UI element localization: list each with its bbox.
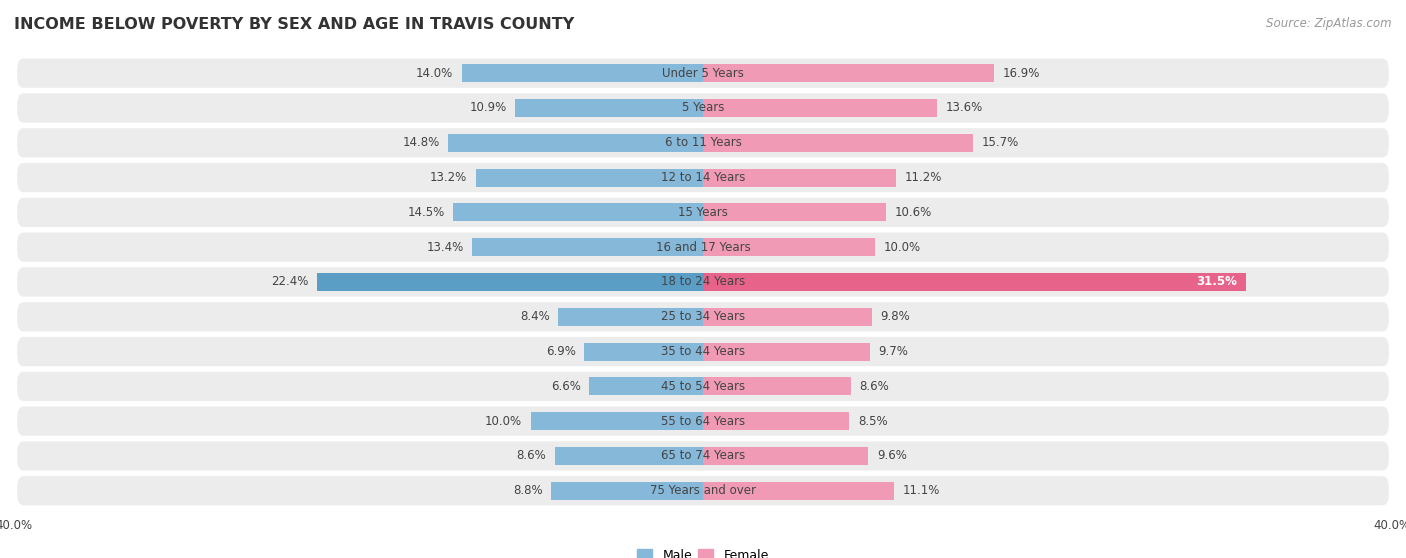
Bar bbox=[461, 64, 703, 82]
Bar bbox=[475, 169, 703, 186]
Bar bbox=[703, 343, 870, 360]
FancyBboxPatch shape bbox=[17, 337, 1389, 366]
Text: 10.6%: 10.6% bbox=[894, 206, 931, 219]
Text: 6.9%: 6.9% bbox=[546, 345, 575, 358]
Bar bbox=[472, 238, 703, 256]
Bar bbox=[449, 134, 703, 152]
Text: 8.6%: 8.6% bbox=[859, 380, 890, 393]
Text: 35 to 44 Years: 35 to 44 Years bbox=[661, 345, 745, 358]
Bar bbox=[703, 64, 994, 82]
Bar bbox=[318, 273, 703, 291]
Text: 8.8%: 8.8% bbox=[513, 484, 543, 497]
Text: 8.4%: 8.4% bbox=[520, 310, 550, 323]
Bar bbox=[703, 169, 896, 186]
Text: 22.4%: 22.4% bbox=[271, 276, 308, 288]
Bar bbox=[703, 203, 886, 222]
Bar bbox=[703, 482, 894, 500]
Text: 6.6%: 6.6% bbox=[551, 380, 581, 393]
Bar bbox=[703, 412, 849, 430]
Bar bbox=[589, 377, 703, 396]
FancyBboxPatch shape bbox=[17, 441, 1389, 470]
Text: 11.1%: 11.1% bbox=[903, 484, 941, 497]
Bar bbox=[583, 343, 703, 360]
Text: Source: ZipAtlas.com: Source: ZipAtlas.com bbox=[1267, 17, 1392, 30]
Text: 31.5%: 31.5% bbox=[1197, 276, 1237, 288]
FancyBboxPatch shape bbox=[17, 476, 1389, 506]
FancyBboxPatch shape bbox=[17, 163, 1389, 192]
Bar bbox=[531, 412, 703, 430]
Text: 8.5%: 8.5% bbox=[858, 415, 887, 427]
Text: 18 to 24 Years: 18 to 24 Years bbox=[661, 276, 745, 288]
Text: 5 Years: 5 Years bbox=[682, 102, 724, 114]
Bar bbox=[551, 482, 703, 500]
FancyBboxPatch shape bbox=[17, 59, 1389, 88]
Text: 14.8%: 14.8% bbox=[402, 136, 440, 150]
Text: 25 to 34 Years: 25 to 34 Years bbox=[661, 310, 745, 323]
Bar bbox=[703, 238, 875, 256]
Text: 15.7%: 15.7% bbox=[981, 136, 1019, 150]
Text: 10.0%: 10.0% bbox=[884, 240, 921, 254]
Text: 9.6%: 9.6% bbox=[877, 449, 907, 463]
Text: 8.6%: 8.6% bbox=[516, 449, 547, 463]
Text: 14.0%: 14.0% bbox=[416, 67, 453, 80]
Text: 16.9%: 16.9% bbox=[1002, 67, 1040, 80]
Text: 9.7%: 9.7% bbox=[879, 345, 908, 358]
Text: 10.9%: 10.9% bbox=[470, 102, 506, 114]
Text: 9.8%: 9.8% bbox=[880, 310, 910, 323]
FancyBboxPatch shape bbox=[17, 302, 1389, 331]
Text: 13.2%: 13.2% bbox=[430, 171, 467, 184]
Bar bbox=[703, 273, 1246, 291]
Bar bbox=[453, 203, 703, 222]
FancyBboxPatch shape bbox=[17, 128, 1389, 157]
Text: 55 to 64 Years: 55 to 64 Years bbox=[661, 415, 745, 427]
Text: INCOME BELOW POVERTY BY SEX AND AGE IN TRAVIS COUNTY: INCOME BELOW POVERTY BY SEX AND AGE IN T… bbox=[14, 17, 574, 32]
Bar bbox=[703, 134, 973, 152]
Bar bbox=[703, 377, 851, 396]
FancyBboxPatch shape bbox=[17, 93, 1389, 123]
Text: 65 to 74 Years: 65 to 74 Years bbox=[661, 449, 745, 463]
Text: 75 Years and over: 75 Years and over bbox=[650, 484, 756, 497]
FancyBboxPatch shape bbox=[17, 407, 1389, 436]
Bar bbox=[703, 99, 938, 117]
FancyBboxPatch shape bbox=[17, 233, 1389, 262]
Bar bbox=[515, 99, 703, 117]
Text: 10.0%: 10.0% bbox=[485, 415, 522, 427]
Text: 14.5%: 14.5% bbox=[408, 206, 444, 219]
Bar bbox=[558, 307, 703, 326]
FancyBboxPatch shape bbox=[17, 267, 1389, 297]
Text: 16 and 17 Years: 16 and 17 Years bbox=[655, 240, 751, 254]
Bar bbox=[703, 307, 872, 326]
Text: 15 Years: 15 Years bbox=[678, 206, 728, 219]
Text: Under 5 Years: Under 5 Years bbox=[662, 67, 744, 80]
Text: 45 to 54 Years: 45 to 54 Years bbox=[661, 380, 745, 393]
FancyBboxPatch shape bbox=[17, 198, 1389, 227]
FancyBboxPatch shape bbox=[17, 372, 1389, 401]
Bar bbox=[555, 447, 703, 465]
Text: 12 to 14 Years: 12 to 14 Years bbox=[661, 171, 745, 184]
Text: 6 to 11 Years: 6 to 11 Years bbox=[665, 136, 741, 150]
Text: 11.2%: 11.2% bbox=[904, 171, 942, 184]
Bar bbox=[703, 447, 869, 465]
Text: 13.6%: 13.6% bbox=[946, 102, 983, 114]
Legend: Male, Female: Male, Female bbox=[633, 543, 773, 558]
Text: 13.4%: 13.4% bbox=[426, 240, 464, 254]
